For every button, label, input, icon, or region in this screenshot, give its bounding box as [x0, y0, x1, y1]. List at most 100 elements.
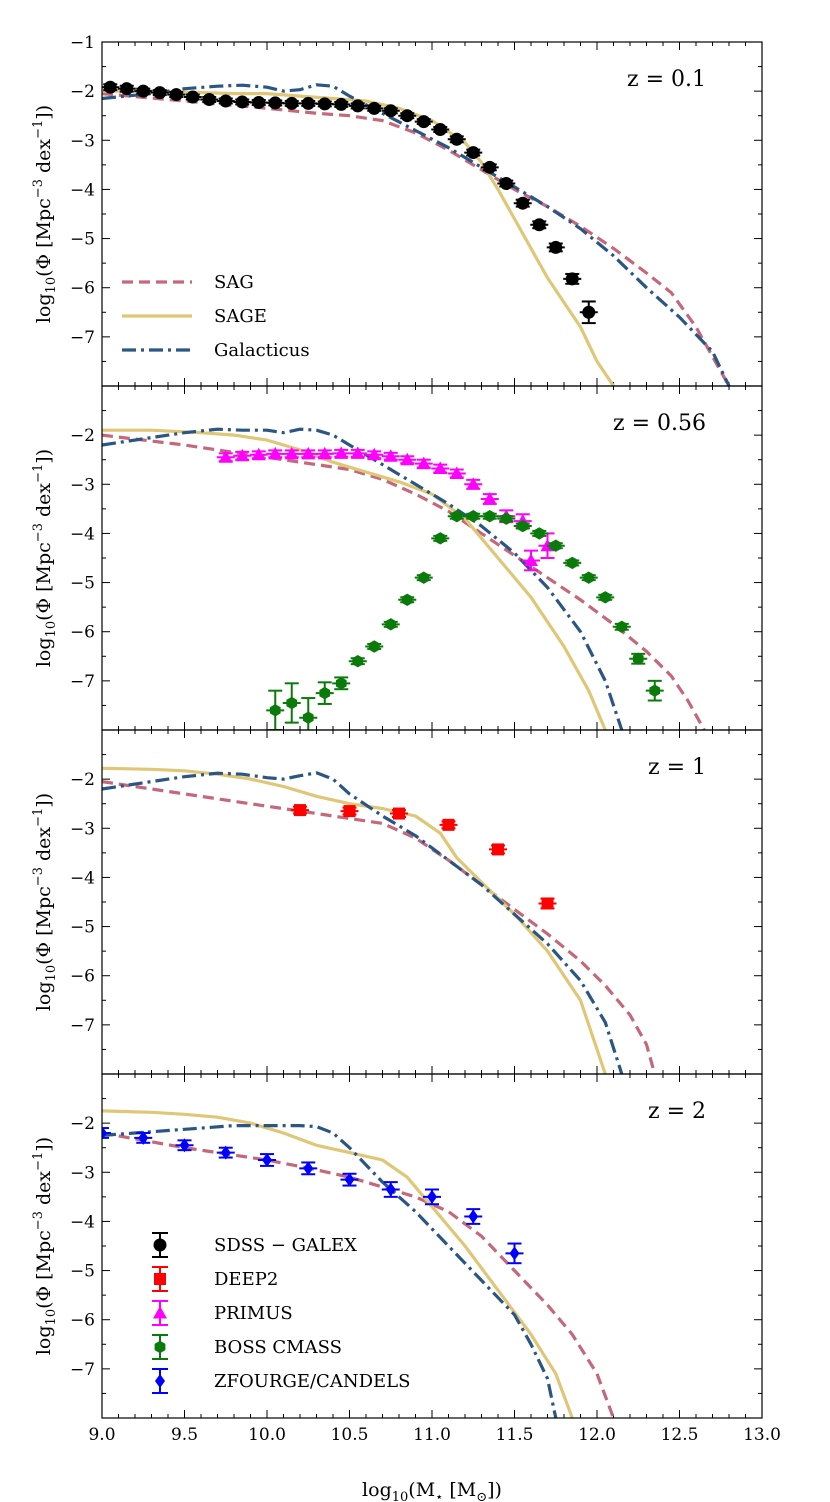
data-point: [599, 591, 611, 604]
data-point: [385, 618, 397, 631]
data-point: [550, 539, 562, 552]
data-point: [136, 84, 150, 98]
series-points-deep2: [291, 804, 557, 910]
data-point: [268, 446, 283, 460]
data-point: [400, 452, 415, 466]
y-tick-label: −4: [70, 868, 95, 888]
x-tick-label: 10.5: [331, 1425, 369, 1445]
data-point: [509, 1246, 520, 1261]
data-point: [102, 1125, 107, 1140]
y-tick-label: −5: [70, 574, 95, 594]
y-tick-label: −2: [70, 770, 95, 790]
data-point: [468, 1209, 479, 1224]
data-point: [549, 240, 563, 254]
y-tick-label: −6: [70, 623, 95, 643]
data-point: [302, 711, 314, 724]
data-point: [427, 1189, 437, 1204]
y-tick-label: −4: [70, 1212, 95, 1232]
data-point: [451, 510, 463, 523]
data-point: [219, 94, 233, 108]
data-point: [319, 686, 331, 700]
data-point: [235, 448, 250, 462]
panel-frame: [101, 1073, 763, 1419]
data-point: [517, 519, 529, 533]
data-point: [499, 177, 513, 191]
y-tick-label: −6: [70, 967, 95, 987]
series-line-sag: [102, 1131, 615, 1418]
data-point: [301, 96, 315, 110]
data-point: [262, 1153, 272, 1167]
data-point: [343, 805, 356, 818]
data-point: [393, 807, 405, 820]
data-point: [582, 305, 596, 319]
legend-marker-hexagon: [154, 1340, 166, 1354]
data-point: [335, 677, 347, 690]
data-point: [566, 556, 578, 570]
data-point: [350, 446, 365, 459]
data-point: [334, 97, 348, 111]
legend-label: ZFOURGE/CANDELS: [214, 1371, 410, 1392]
panel-2: −2 −3 −4 −5 −6 −7 log10(Φ [Mpc−3 dex−1]) z = 0.…: [31, 385, 763, 731]
series-line-galacticus: [102, 771, 624, 1074]
data-point: [286, 696, 298, 710]
data-point: [268, 96, 282, 110]
series-points-boss-cmass: [266, 510, 664, 730]
x-tick-label: 9.0: [88, 1425, 115, 1445]
data-point: [418, 571, 430, 584]
data-point: [318, 97, 332, 111]
series-line-sage: [102, 1109, 574, 1418]
legend-marker-circle: [153, 1238, 167, 1252]
data-point: [202, 92, 216, 106]
data-point: [467, 510, 479, 523]
panel-frame: [101, 729, 763, 1075]
data-point: [565, 272, 579, 286]
y-tick-label: −3: [70, 819, 95, 839]
y-tick-label: −4: [70, 524, 95, 544]
data-point: [334, 446, 349, 459]
panel-1: −1 −2 −3 −4 −5 −6 −7 log10(Φ [Mpc−3 dex−1]) z = …: [31, 33, 763, 387]
legend-label: DEEP2: [214, 1269, 278, 1290]
data-point: [251, 447, 266, 461]
data-point: [449, 466, 464, 479]
data-point: [351, 99, 365, 113]
redshift-label: z = 1: [648, 755, 706, 780]
redshift-label: z = 0.1: [627, 67, 706, 92]
plot-area: [102, 1109, 615, 1418]
x-tick-label: 12.0: [578, 1425, 616, 1445]
y-tick-label: −7: [70, 1360, 95, 1380]
series-points-primus: [216, 446, 557, 572]
model-legend: SAG SAGE Galacticus: [122, 272, 310, 361]
y-axis-label: log10(Φ [Mpc−3 dex−1]): [31, 449, 59, 667]
legend-marker-diamond: [155, 1374, 165, 1388]
data-point: [466, 146, 480, 160]
data-point: [384, 104, 398, 118]
data-point: [450, 132, 464, 146]
data-point: [416, 456, 431, 470]
data-point: [294, 804, 306, 817]
data-point: [352, 655, 364, 668]
y-axis-label: log10(Φ [Mpc−3 dex−1]): [31, 1137, 59, 1355]
series-line-sag: [102, 780, 657, 1074]
data-point: [179, 1138, 190, 1153]
data-point: [317, 446, 332, 460]
y-tick-label: −4: [70, 180, 95, 200]
data-point: [153, 86, 167, 100]
y-tick-label: −5: [70, 230, 95, 250]
redshift-label: z = 2: [648, 1099, 706, 1124]
y-tick-label: −6: [70, 1311, 95, 1331]
x-tick-label: 11.0: [413, 1425, 451, 1445]
plot-area: [102, 766, 657, 1074]
y-tick-label: −5: [70, 1262, 95, 1282]
series-line-sag: [102, 92, 731, 386]
redshift-label: z = 0.56: [613, 411, 706, 436]
data-point: [532, 218, 546, 232]
y-tick-label: −7: [70, 672, 95, 692]
data-point: [541, 897, 554, 910]
panel-3: −2 −3 −4 −5 −6 −7 log10(Φ [Mpc−3 dex−1]) z = 1: [31, 729, 763, 1075]
y-tick-label: −2: [70, 1114, 95, 1134]
x-tick-label: 12.5: [661, 1425, 699, 1445]
legend-marker-square: [154, 1273, 166, 1285]
data-point: [433, 122, 447, 136]
data-point: [483, 160, 497, 174]
x-tick-label: 13.0: [743, 1425, 781, 1445]
